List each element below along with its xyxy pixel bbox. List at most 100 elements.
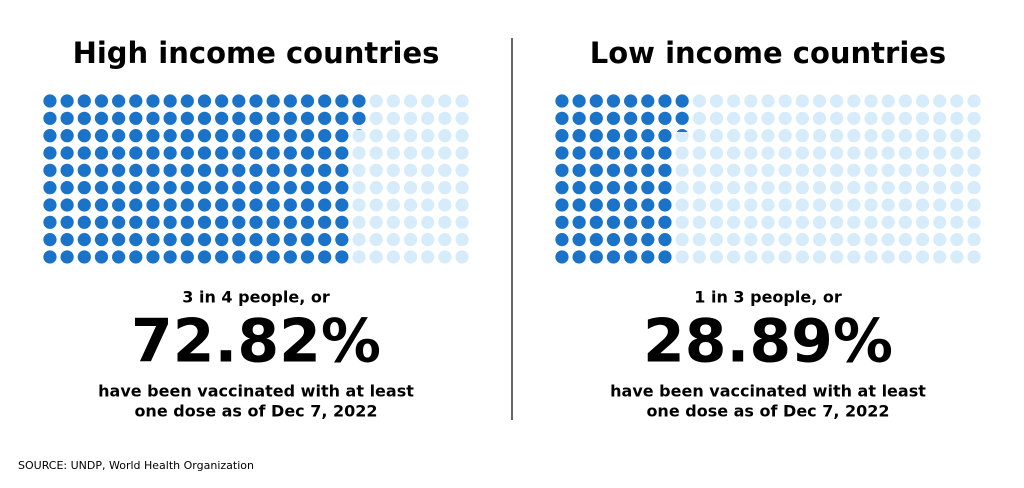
filled-dot	[180, 233, 194, 247]
empty-dot	[744, 94, 758, 108]
filled-dot	[232, 163, 246, 177]
chart-title: High income countries	[73, 36, 440, 70]
empty-dot	[675, 146, 689, 160]
filled-dot	[300, 163, 315, 177]
empty-dot	[709, 129, 724, 143]
empty-dot	[898, 181, 912, 195]
empty-dot	[386, 129, 400, 143]
filled-dot	[555, 250, 569, 264]
filled-dot	[197, 94, 212, 108]
empty-dot	[898, 146, 912, 160]
empty-dot	[812, 146, 827, 160]
empty-dot	[352, 163, 366, 177]
filled-dot	[112, 181, 126, 195]
empty-dot	[830, 111, 844, 125]
empty-dot	[778, 250, 792, 264]
empty-dot	[881, 129, 895, 143]
filled-dot	[249, 215, 263, 229]
empty-dot	[830, 163, 844, 177]
empty-dot	[864, 111, 878, 125]
empty-dot	[898, 111, 912, 125]
note: have been vaccinated with at least	[98, 382, 414, 401]
empty-dot	[864, 215, 878, 229]
empty-dot	[864, 129, 878, 143]
empty-dot	[421, 181, 435, 195]
filled-dot	[180, 94, 194, 108]
empty-dot	[692, 111, 706, 125]
empty-dot	[403, 181, 418, 195]
empty-dot	[881, 198, 895, 212]
filled-dot	[641, 146, 655, 160]
empty-dot	[881, 163, 895, 177]
empty-dot	[967, 111, 981, 125]
filled-dot	[60, 181, 74, 195]
filled-dot	[163, 163, 177, 177]
filled-dot	[658, 215, 672, 229]
filled-dot	[249, 146, 263, 160]
chart-title: Low income countries	[590, 36, 946, 70]
filled-dot	[60, 111, 74, 125]
empty-dot	[830, 181, 844, 195]
empty-dot	[744, 215, 758, 229]
empty-dot	[675, 181, 689, 195]
empty-dot	[830, 215, 844, 229]
filled-dot	[589, 233, 603, 247]
filled-dot	[641, 215, 655, 229]
empty-dot	[403, 146, 418, 160]
empty-dot	[933, 146, 947, 160]
filled-dot	[266, 181, 280, 195]
empty-dot	[421, 233, 435, 247]
filled-dot	[572, 146, 586, 160]
empty-dot	[881, 250, 895, 264]
empty-dot	[847, 111, 861, 125]
empty-dot	[352, 129, 366, 143]
empty-dot	[675, 129, 689, 143]
filled-dot	[94, 111, 109, 125]
filled-dot	[589, 198, 603, 212]
filled-dot	[658, 233, 672, 247]
empty-dot	[369, 94, 383, 108]
filled-dot	[60, 146, 74, 160]
filled-dot	[232, 94, 246, 108]
filled-dot	[555, 198, 569, 212]
empty-dot	[369, 198, 383, 212]
filled-dot	[318, 129, 332, 143]
empty-dot	[438, 163, 452, 177]
filled-dot	[624, 250, 638, 264]
filled-dot	[658, 198, 672, 212]
empty-dot	[795, 163, 809, 177]
empty-dot	[847, 233, 861, 247]
empty-dot	[692, 181, 706, 195]
empty-dot	[403, 250, 418, 264]
empty-dot	[881, 181, 895, 195]
filled-dot	[94, 215, 109, 229]
filled-dot	[215, 146, 229, 160]
filled-dot	[60, 129, 74, 143]
empty-dot	[812, 163, 827, 177]
subtitle: 1 in 3 people, or	[694, 288, 842, 307]
filled-dot	[606, 215, 621, 229]
filled-dot	[658, 94, 672, 108]
filled-dot	[146, 215, 160, 229]
empty-dot	[438, 111, 452, 125]
empty-dot	[898, 163, 912, 177]
filled-dot	[249, 181, 263, 195]
filled-dot	[606, 129, 621, 143]
empty-dot	[967, 129, 981, 143]
filled-dot	[232, 129, 246, 143]
empty-dot	[386, 215, 400, 229]
empty-dot	[709, 111, 724, 125]
filled-dot	[180, 198, 194, 212]
filled-dot	[112, 198, 126, 212]
empty-dot	[778, 146, 792, 160]
filled-dot	[77, 146, 91, 160]
filled-dot	[624, 129, 638, 143]
empty-dot	[915, 250, 930, 264]
filled-dot	[60, 233, 74, 247]
note: one dose as of Dec 7, 2022	[134, 402, 377, 421]
empty-dot	[386, 233, 400, 247]
filled-dot	[300, 181, 315, 195]
filled-dot	[249, 163, 263, 177]
filled-dot	[129, 94, 143, 108]
filled-dot	[283, 111, 297, 125]
